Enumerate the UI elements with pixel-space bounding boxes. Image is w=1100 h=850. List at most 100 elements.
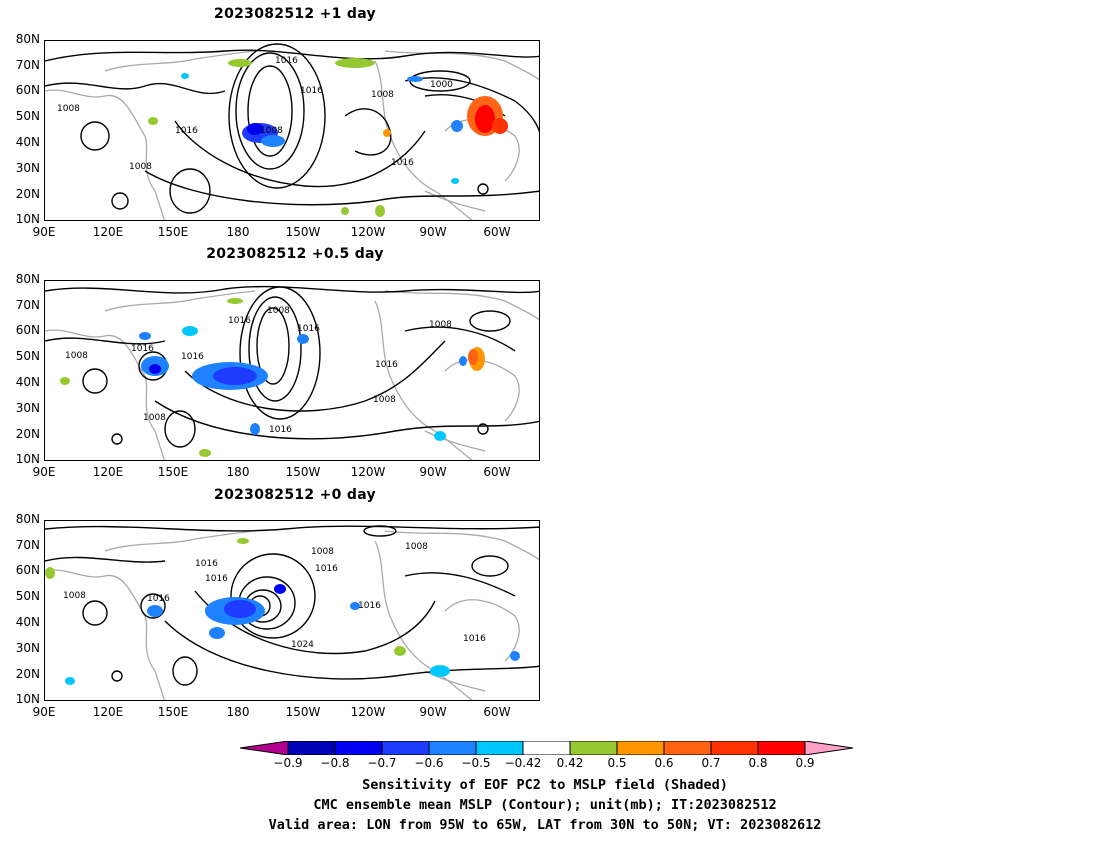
lat-label: 80N: [15, 32, 40, 46]
coastlines: [45, 530, 539, 700]
lat-label: 60N: [15, 83, 40, 97]
colorbar-segment: [334, 741, 383, 755]
contour-label: 1008: [63, 591, 86, 601]
lat-label: 40N: [15, 615, 40, 629]
mslp-contours: [45, 43, 539, 214]
lat-label: 30N: [15, 401, 40, 415]
contour-label: 1008: [260, 126, 283, 136]
map-plot: 1008 1016 1016 1008 1008 1016 1016 1016 …: [45, 285, 539, 460]
lat-label: 70N: [15, 538, 40, 552]
contour-label: 1008: [267, 306, 290, 316]
map-panel-1: 1016 1016 1008 1000 1008 1016 1008 1016 …: [0, 32, 560, 240]
sensitivity-shading: [148, 58, 508, 217]
contour-labels: 1008 1016 1016 1008 1008 1016 1016 1016 …: [65, 306, 452, 435]
lat-label: 10N: [15, 452, 40, 466]
contour-label: 1016: [297, 324, 320, 334]
colorbar-left-arrow: [240, 741, 289, 755]
lon-label: 120E: [92, 465, 124, 479]
lon-label: 180: [226, 225, 250, 239]
coastlines: [45, 50, 539, 220]
map-frame: 1016 1016 1008 1000 1008 1016 1008 1016 …: [44, 40, 540, 221]
colorbar-tick-label: −0.7: [367, 756, 397, 770]
colorbar-tick-label: −0.8: [320, 756, 350, 770]
colorbar-tick-label: 0.9: [795, 756, 815, 770]
lat-label: 70N: [15, 58, 40, 72]
contour-label: 1016: [205, 574, 228, 584]
colorbar-segment: [757, 741, 806, 755]
contour-label: 1008: [371, 90, 394, 100]
colorbar-segment: [710, 741, 759, 755]
lat-label: 10N: [15, 212, 40, 226]
lon-label: 60W: [483, 225, 511, 239]
lat-label: 20N: [15, 187, 40, 201]
lon-label: 90W: [419, 465, 447, 479]
contour-label: 1008: [129, 162, 152, 172]
lat-label: 70N: [15, 298, 40, 312]
panel-1-title: 2023082512 +1 day: [214, 6, 376, 22]
colorbar-tick-label: −0.5: [461, 756, 491, 770]
lat-label: 10N: [15, 692, 40, 706]
mslp-contours: [45, 285, 539, 448]
panel-2-title: 2023082512 +0.5 day: [206, 246, 384, 262]
lat-label: 50N: [15, 349, 40, 363]
contour-label: 1016: [228, 316, 251, 326]
lon-label: 150E: [157, 705, 189, 719]
colorbar-tick-label: −0.42: [504, 756, 542, 770]
colorbar: [240, 741, 854, 755]
lat-label: 30N: [15, 641, 40, 655]
colorbar-segment: [522, 741, 571, 755]
map-frame: 1008 1008 1016 1016 1016 1008 1016 1016 …: [44, 520, 540, 701]
contour-label: 1016: [300, 86, 323, 96]
contour-label: 1008: [57, 104, 80, 114]
contour-label: 1016: [175, 126, 198, 136]
lon-label: 120E: [92, 705, 124, 719]
colorbar-segment: [569, 741, 618, 755]
contour-label: 1008: [373, 395, 396, 405]
contour-label: 1016: [181, 352, 204, 362]
colorbar-tick-label: −0.9: [273, 756, 303, 770]
lat-label: 30N: [15, 161, 40, 175]
caption-line-3: Valid area: LON from 95W to 65W, LAT fro…: [268, 817, 822, 833]
lat-label: 20N: [15, 427, 40, 441]
colorbar-segment: [663, 741, 712, 755]
contour-label: 1016: [375, 360, 398, 370]
contour-label: 1000: [430, 80, 453, 90]
lon-label: 150E: [157, 465, 189, 479]
colorbar-segment: [381, 741, 430, 755]
contour-label: 1008: [405, 542, 428, 552]
lat-label: 60N: [15, 563, 40, 577]
lon-label: 150W: [285, 705, 321, 719]
colorbar-tick-label: 0.5: [607, 756, 627, 770]
map-plot: 1008 1008 1016 1016 1016 1008 1016 1016 …: [45, 525, 539, 700]
map-plot: 1016 1016 1008 1000 1008 1016 1008 1016 …: [45, 43, 539, 220]
colorbar-tick-label: 0.6: [654, 756, 674, 770]
lon-label: 90W: [419, 705, 447, 719]
contour-label: 1016: [131, 344, 154, 354]
lat-label: 40N: [15, 135, 40, 149]
contour-label: 1008: [143, 413, 166, 423]
lon-label: 180: [226, 465, 250, 479]
lat-label: 60N: [15, 323, 40, 337]
sensitivity-shading: [45, 538, 520, 685]
lon-label: 180: [226, 705, 250, 719]
colorbar-segment: [428, 741, 477, 755]
colorbar-segment: [287, 741, 336, 755]
lat-label: 80N: [15, 512, 40, 526]
contour-label: 1016: [195, 559, 218, 569]
contour-label: 1016: [147, 594, 170, 604]
lon-label: 120W: [350, 465, 386, 479]
colorbar-tick-label: 0.7: [701, 756, 721, 770]
contour-label: 1016: [275, 56, 298, 66]
lon-label: 150E: [157, 225, 189, 239]
colorbar-tick-label: 0.8: [748, 756, 768, 770]
colorbar-segment: [616, 741, 665, 755]
colorbar-tick-label: −0.6: [414, 756, 444, 770]
lon-label: 120W: [350, 225, 386, 239]
lat-label: 40N: [15, 375, 40, 389]
lon-label: 120E: [92, 225, 124, 239]
lon-label: 60W: [483, 705, 511, 719]
coastlines: [45, 290, 539, 460]
contour-label: 1024: [291, 640, 314, 650]
lon-label: 120W: [350, 705, 386, 719]
caption-line-1: Sensitivity of EOF PC2 to MSLP field (Sh…: [362, 777, 728, 793]
